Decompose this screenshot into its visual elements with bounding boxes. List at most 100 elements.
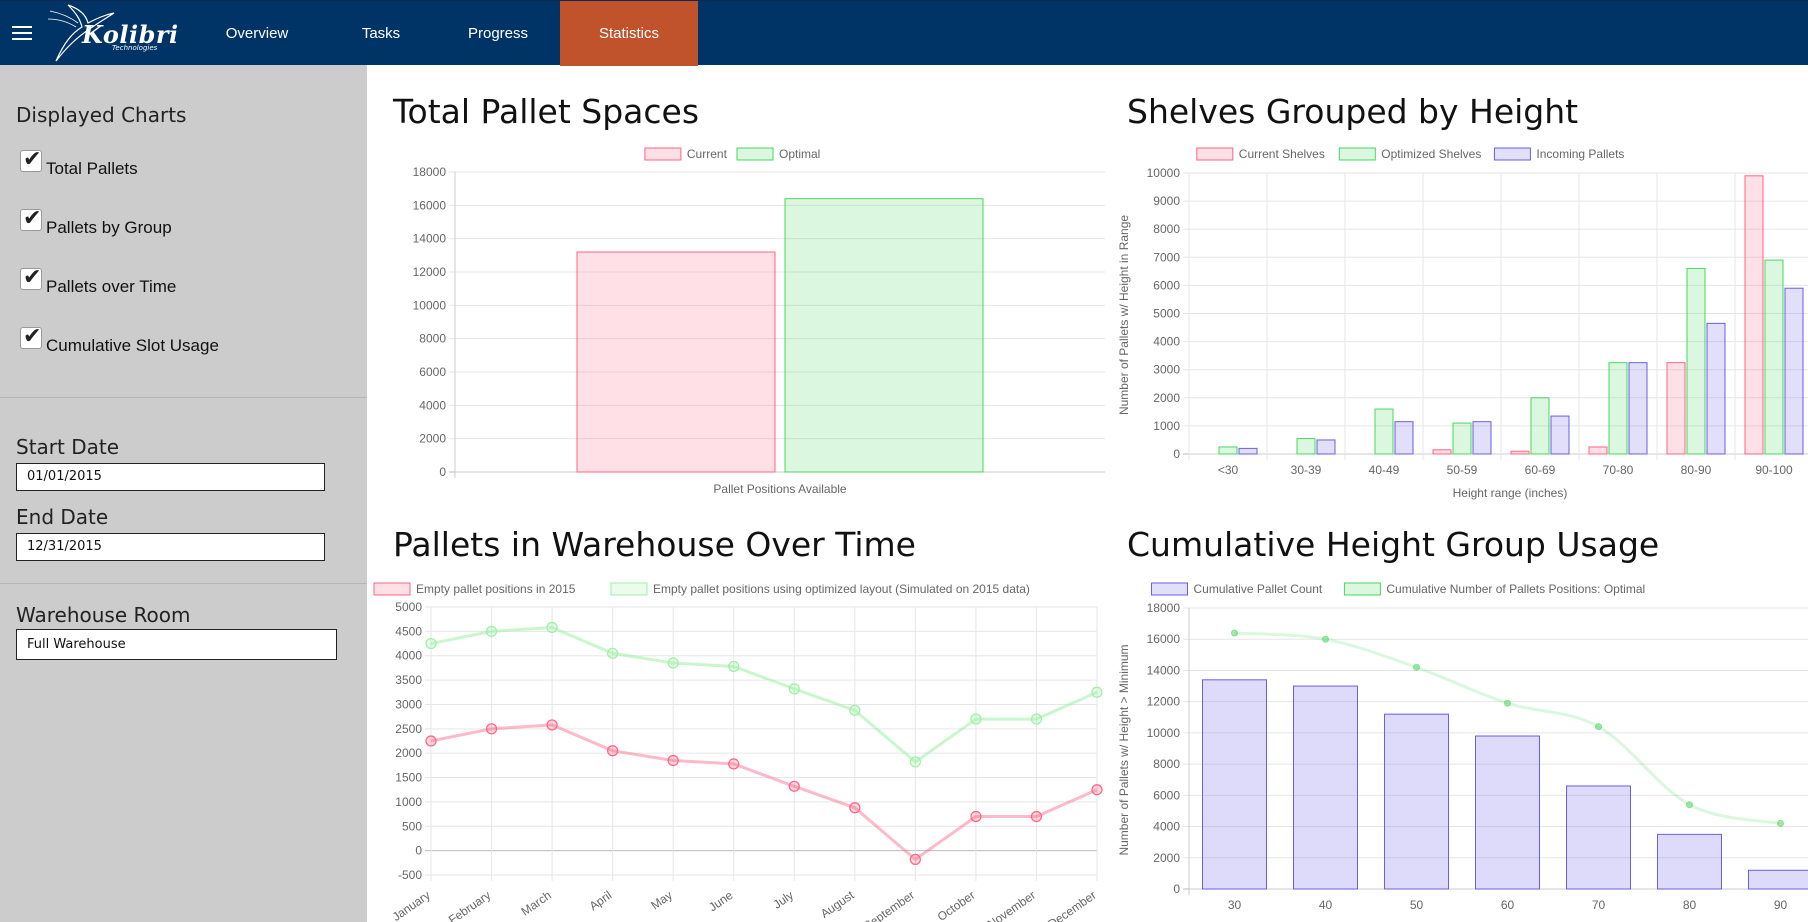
menu-icon[interactable]: [12, 26, 32, 42]
y-tick-label: 8000: [419, 332, 446, 346]
y-tick-label: 12000: [413, 265, 447, 279]
y-axis-title: Number of Pallets w/ Height > Minimum: [1117, 644, 1131, 855]
bar: [1472, 421, 1492, 455]
start-date-label: Start Date: [16, 435, 120, 459]
nav-tasks[interactable]: Tasks: [361, 25, 401, 42]
y-tick-label: 16000: [1147, 632, 1181, 646]
data-point: [607, 745, 619, 757]
bar: [1530, 397, 1550, 455]
x-tick-label: <30: [1218, 463, 1239, 477]
y-tick-label: 4000: [419, 398, 446, 412]
x-tick-label: Pallet Positions Available: [713, 482, 847, 496]
legend-swatch: [373, 582, 411, 596]
end-date-input[interactable]: 12/31/2015: [16, 533, 325, 561]
checkbox-pallets-over-time[interactable]: Pallets over Time: [20, 265, 177, 297]
x-axis-title: Height range (inches): [1453, 486, 1568, 500]
panel-title-cumulative: Cumulative Height Group Usage: [1127, 525, 1660, 564]
y-tick-label: 4000: [1153, 820, 1180, 834]
bar: [1432, 449, 1452, 455]
brand-name: Kolibri: [82, 20, 179, 49]
bar-optimal: [784, 198, 984, 473]
start-date-input[interactable]: 01/01/2015: [16, 463, 325, 491]
data-point: [546, 621, 558, 634]
data-point: [1091, 784, 1103, 796]
chart-cumulative-usage: Cumulative Pallet Count Cumulative Number…: [1117, 582, 1808, 912]
legend-label: Current: [687, 147, 728, 161]
x-tick-label: 60: [1501, 898, 1515, 912]
data-point: [1595, 723, 1602, 731]
data-point: [970, 713, 982, 725]
checkbox-checked-icon[interactable]: [20, 147, 42, 172]
x-tick-label: June: [706, 888, 736, 915]
hummingbird-icon: [47, 4, 115, 62]
checkbox-total-pallets[interactable]: Total Pallets: [20, 147, 138, 179]
chart-total-pallets: Current Optimal 0 2000 4000 6000 8000 10000 1200…: [413, 147, 1105, 496]
bar: [1784, 287, 1804, 455]
legend-label: Cumulative Pallet Count: [1194, 582, 1323, 596]
y-axis-title: Number of Pallets w/ Height in Range: [1117, 215, 1131, 415]
data-point: [1686, 801, 1693, 809]
y-tick-label: 4000: [1153, 335, 1180, 349]
panel-title-total: Total Pallet Spaces: [393, 92, 700, 131]
y-tick-label: 16000: [413, 198, 447, 212]
warehouse-room-label: Warehouse Room: [16, 603, 191, 627]
warehouse-room-select[interactable]: Full Warehouse: [16, 629, 337, 660]
x-tick-label: 90: [1774, 898, 1788, 912]
legend-label: Optimized Shelves: [1381, 147, 1481, 161]
data-point: [485, 625, 498, 637]
data-point: [1231, 629, 1238, 637]
bar: [1296, 438, 1316, 455]
legend-swatch: [644, 147, 682, 161]
legend-swatch: [610, 582, 648, 596]
y-tick-label: 3000: [1153, 363, 1180, 377]
x-tick-label: 50-59: [1447, 463, 1478, 477]
y-tick-label: 6000: [1153, 278, 1180, 292]
bar-cumulative-pallet-count: [1657, 833, 1722, 890]
legend-swatch: [736, 147, 774, 161]
y-tick-label: 4000: [395, 649, 422, 663]
checkbox-cumulative-slot-usage[interactable]: Cumulative Slot Usage: [20, 324, 219, 356]
bar: [1394, 421, 1414, 455]
series-line: [430, 625, 1098, 764]
legend-swatch: [1338, 147, 1376, 161]
chart-shelves-by-height: Current Shelves Optimized Shelves Incoming…: [1117, 147, 1808, 500]
bar: [1666, 362, 1686, 455]
x-tick-label: 80: [1683, 898, 1697, 912]
brand-logo[interactable]: Kolibri Technologies: [46, 3, 186, 63]
x-tick-label: April: [587, 888, 615, 913]
y-tick-label: 10000: [1147, 726, 1181, 740]
nav-progress[interactable]: Progress: [467, 25, 529, 42]
x-tick-label: July: [770, 888, 796, 912]
x-tick-label: 30: [1228, 898, 1242, 912]
legend-swatch: [1343, 582, 1381, 596]
data-point: [667, 657, 679, 669]
checkbox-checked-icon[interactable]: [20, 206, 42, 231]
checkbox-pallets-by-group[interactable]: Pallets by Group: [20, 206, 172, 238]
bar-cumulative-pallet-count: [1475, 735, 1540, 890]
x-tick-label: 60-69: [1525, 463, 1556, 477]
main-nav: Overview Tasks Progress Statistics: [195, 1, 698, 66]
y-tick-label: 0: [1173, 882, 1180, 896]
bar: [1764, 259, 1784, 455]
y-tick-label: 10000: [1147, 166, 1181, 180]
checkbox-label: Pallets over Time: [46, 277, 177, 296]
nav-statistics[interactable]: Statistics: [560, 1, 698, 66]
data-point: [909, 756, 921, 768]
data-point: [1030, 713, 1043, 725]
y-tick-label: 6000: [1153, 788, 1180, 802]
y-tick-label: 2000: [1153, 851, 1180, 865]
bar-current: [576, 251, 776, 473]
sidebar: Displayed Charts Total Pallets Pallets b…: [0, 65, 367, 922]
legend-label: Current Shelves: [1239, 147, 1325, 161]
data-point: [909, 853, 921, 866]
x-tick-label: 40-49: [1369, 463, 1400, 477]
checkbox-checked-icon[interactable]: [20, 265, 42, 290]
x-tick-label: 40: [1319, 898, 1333, 912]
panel-title-shelves: Shelves Grouped by Height: [1127, 92, 1579, 131]
checkbox-checked-icon[interactable]: [20, 324, 42, 349]
data-point: [970, 810, 982, 823]
x-tick-label: March: [518, 888, 553, 919]
nav-overview[interactable]: Overview: [225, 25, 289, 42]
data-point: [1091, 686, 1103, 698]
